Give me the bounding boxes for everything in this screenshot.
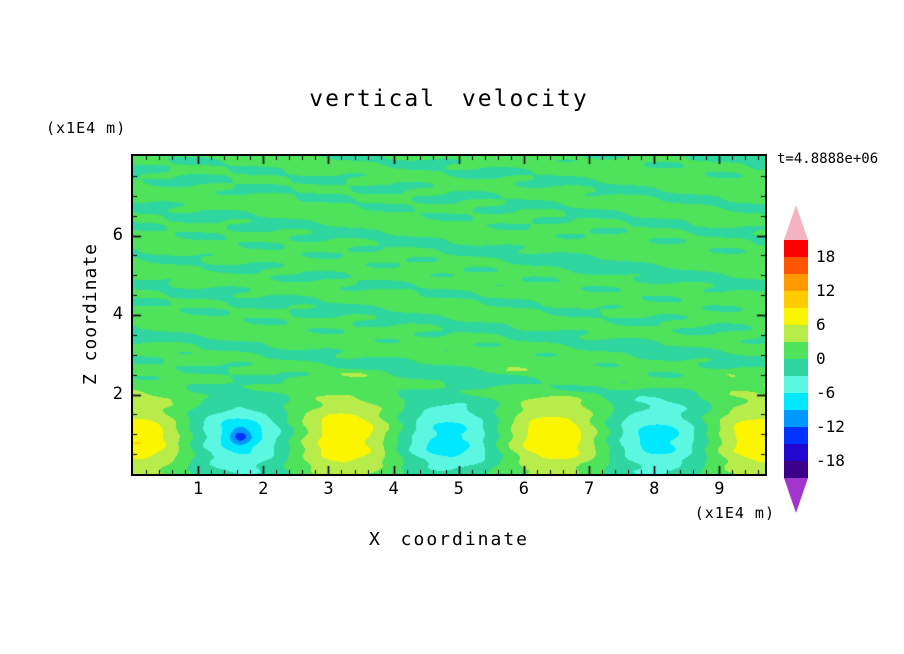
z-tick-label-2: 2 bbox=[112, 383, 123, 404]
colorbar-bands bbox=[784, 240, 808, 478]
colorbar-band--6-to--3 bbox=[784, 376, 808, 393]
colorbar-band-0-to-3 bbox=[784, 342, 808, 359]
colorbar-band-9-to-12 bbox=[784, 291, 808, 308]
colorbar-label-0: 0 bbox=[816, 349, 826, 368]
colorbar bbox=[784, 205, 808, 513]
colorbar-band-12-to-15 bbox=[784, 274, 808, 291]
x-axis-unit-label: (x1E4 m) bbox=[694, 504, 775, 522]
x-tick-label-1: 1 bbox=[193, 479, 204, 499]
colorbar-label-18: 18 bbox=[816, 247, 836, 266]
x-tick-label-9: 9 bbox=[714, 479, 725, 499]
chart-title: vertical velocity bbox=[309, 86, 589, 112]
colorbar-label--6: -6 bbox=[816, 383, 836, 402]
time-stamp-label: t=4.8888e+06 bbox=[777, 151, 879, 167]
colorbar-label-6: 6 bbox=[816, 315, 826, 334]
contour-plot-frame bbox=[131, 154, 767, 476]
x-tick-label-2: 2 bbox=[258, 479, 269, 499]
colorbar-over-arrow bbox=[784, 205, 808, 240]
x-tick-label-3: 3 bbox=[323, 479, 334, 499]
x-tick-label-4: 4 bbox=[388, 479, 399, 499]
colorbar-band--21-to--18 bbox=[784, 461, 808, 478]
colorbar-band--9-to--6 bbox=[784, 393, 808, 410]
colorbar-band--12-to--9 bbox=[784, 410, 808, 427]
colorbar-band--18-to--15 bbox=[784, 444, 808, 461]
z-axis-unit-label: (x1E4 m) bbox=[46, 119, 127, 137]
z-tick-label-6: 6 bbox=[112, 224, 123, 245]
x-tick-label-8: 8 bbox=[649, 479, 660, 499]
x-tick-label-7: 7 bbox=[583, 479, 595, 499]
colorbar-band-18-to-21 bbox=[784, 240, 808, 257]
colorbar-label-12: 12 bbox=[816, 281, 836, 300]
x-tick-label-5: 5 bbox=[453, 479, 464, 499]
colorbar-under-arrow bbox=[784, 478, 808, 513]
colorbar-label--12: -12 bbox=[816, 417, 845, 436]
x-tick-label-6: 6 bbox=[518, 479, 530, 499]
colorbar-band-3-to-6 bbox=[784, 325, 808, 342]
colorbar-band-6-to-9 bbox=[784, 308, 808, 325]
colorbar-band--15-to--12 bbox=[784, 427, 808, 444]
colorbar-label--18: -18 bbox=[816, 451, 845, 470]
z-tick-label-4: 4 bbox=[112, 304, 123, 324]
x-axis-label: X coordinate bbox=[368, 529, 530, 550]
colorbar-band--3-to-0 bbox=[784, 359, 808, 376]
colorbar-band-15-to-18 bbox=[784, 257, 808, 274]
vertical-velocity-contour-canvas bbox=[133, 156, 765, 474]
